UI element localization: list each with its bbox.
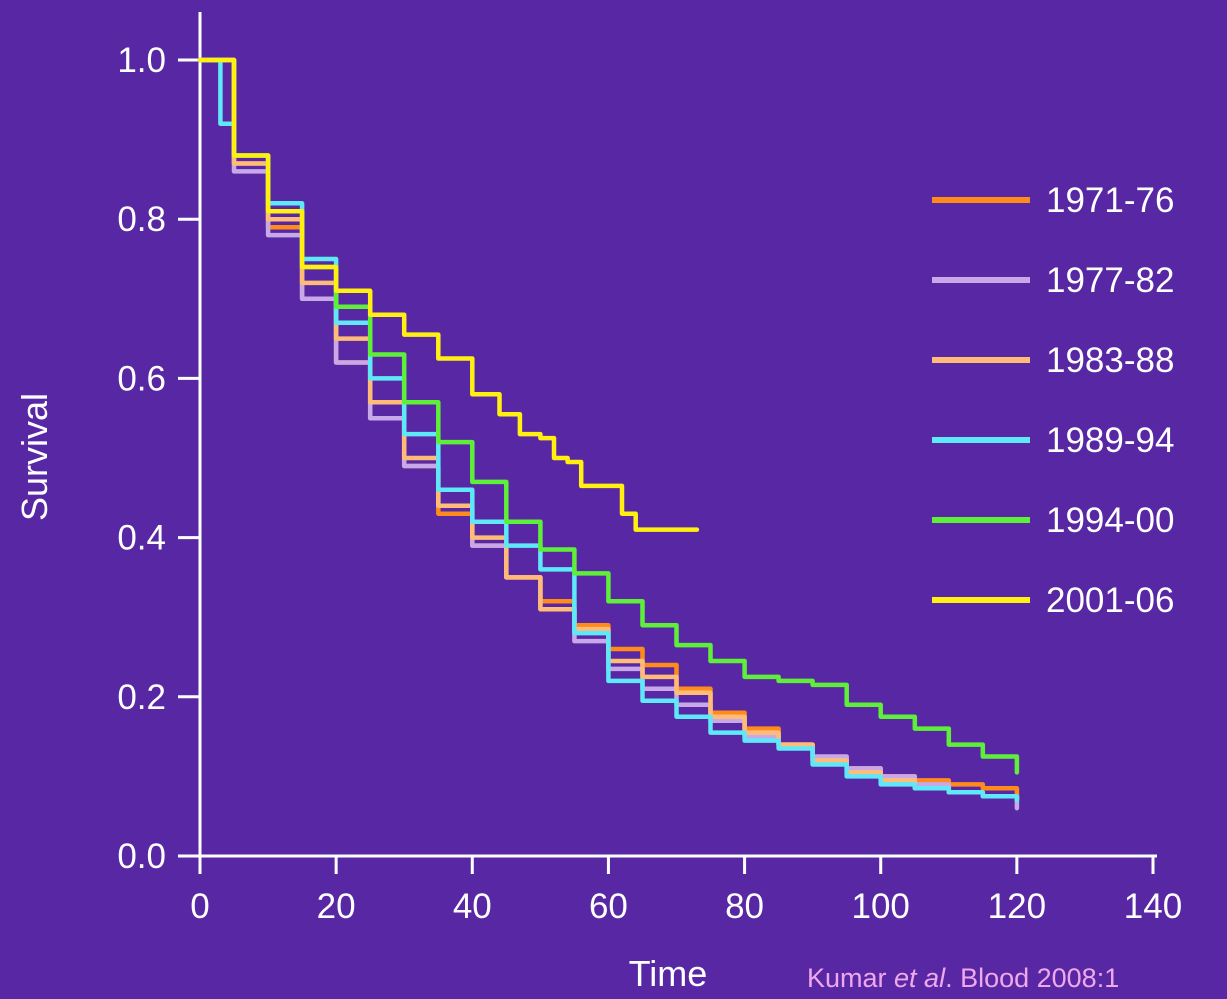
x-tick-label: 120: [988, 887, 1046, 926]
citation-authors: Kumar: [807, 963, 895, 993]
citation-etal: et al: [894, 963, 946, 993]
series-line-1994-00: [197, 57, 1020, 775]
series-line-2001-06: [197, 57, 700, 532]
y-tick-label: 0.0: [117, 837, 166, 876]
x-tick-label: 80: [725, 887, 764, 926]
x-axis-title: Time: [629, 953, 708, 994]
series-line-1971-76: [197, 57, 1020, 803]
x-tick-label: 40: [453, 887, 492, 926]
x-tick-label: 100: [852, 887, 910, 926]
y-tick-label: 0.2: [117, 678, 166, 717]
legend: 1971-76 1977-82 1983-88 1989-94 1994-00 2001-…: [932, 181, 1174, 620]
legend-label: 1989-94: [1046, 421, 1174, 460]
y-tick-label: 1.0: [117, 41, 166, 80]
series-line-1983-88: [197, 57, 1020, 803]
y-tick-label: 0.4: [117, 519, 166, 558]
legend-label: 1994-00: [1046, 501, 1174, 540]
legend-label: 1971-76: [1046, 181, 1174, 220]
x-tick-label: 140: [1124, 887, 1182, 926]
series-line-1977-82: [197, 57, 1020, 811]
x-tick-label: 0: [190, 887, 209, 926]
legend-label: 2001-06: [1046, 581, 1174, 620]
y-tick-label: 0.6: [117, 359, 166, 398]
x-tick-label: 20: [317, 887, 356, 926]
citation-source: . Blood 2008:1: [945, 963, 1120, 993]
x-tick-label: 60: [589, 887, 628, 926]
series-line-1989-94: [197, 57, 1020, 803]
y-axis-title: Survival: [14, 393, 55, 521]
legend-label: 1983-88: [1046, 341, 1174, 380]
axes: [198, 12, 1157, 858]
ticks: 0.0 0.2 0.4 0.6 0.8 1.0 0 20 40 60 80 100 120 140: [117, 41, 1182, 926]
series-layer: [197, 57, 1020, 811]
legend-label: 1977-82: [1046, 261, 1174, 300]
citation: Kumar et al. Blood 2008:1: [807, 963, 1119, 994]
y-tick-label: 0.8: [117, 200, 166, 239]
